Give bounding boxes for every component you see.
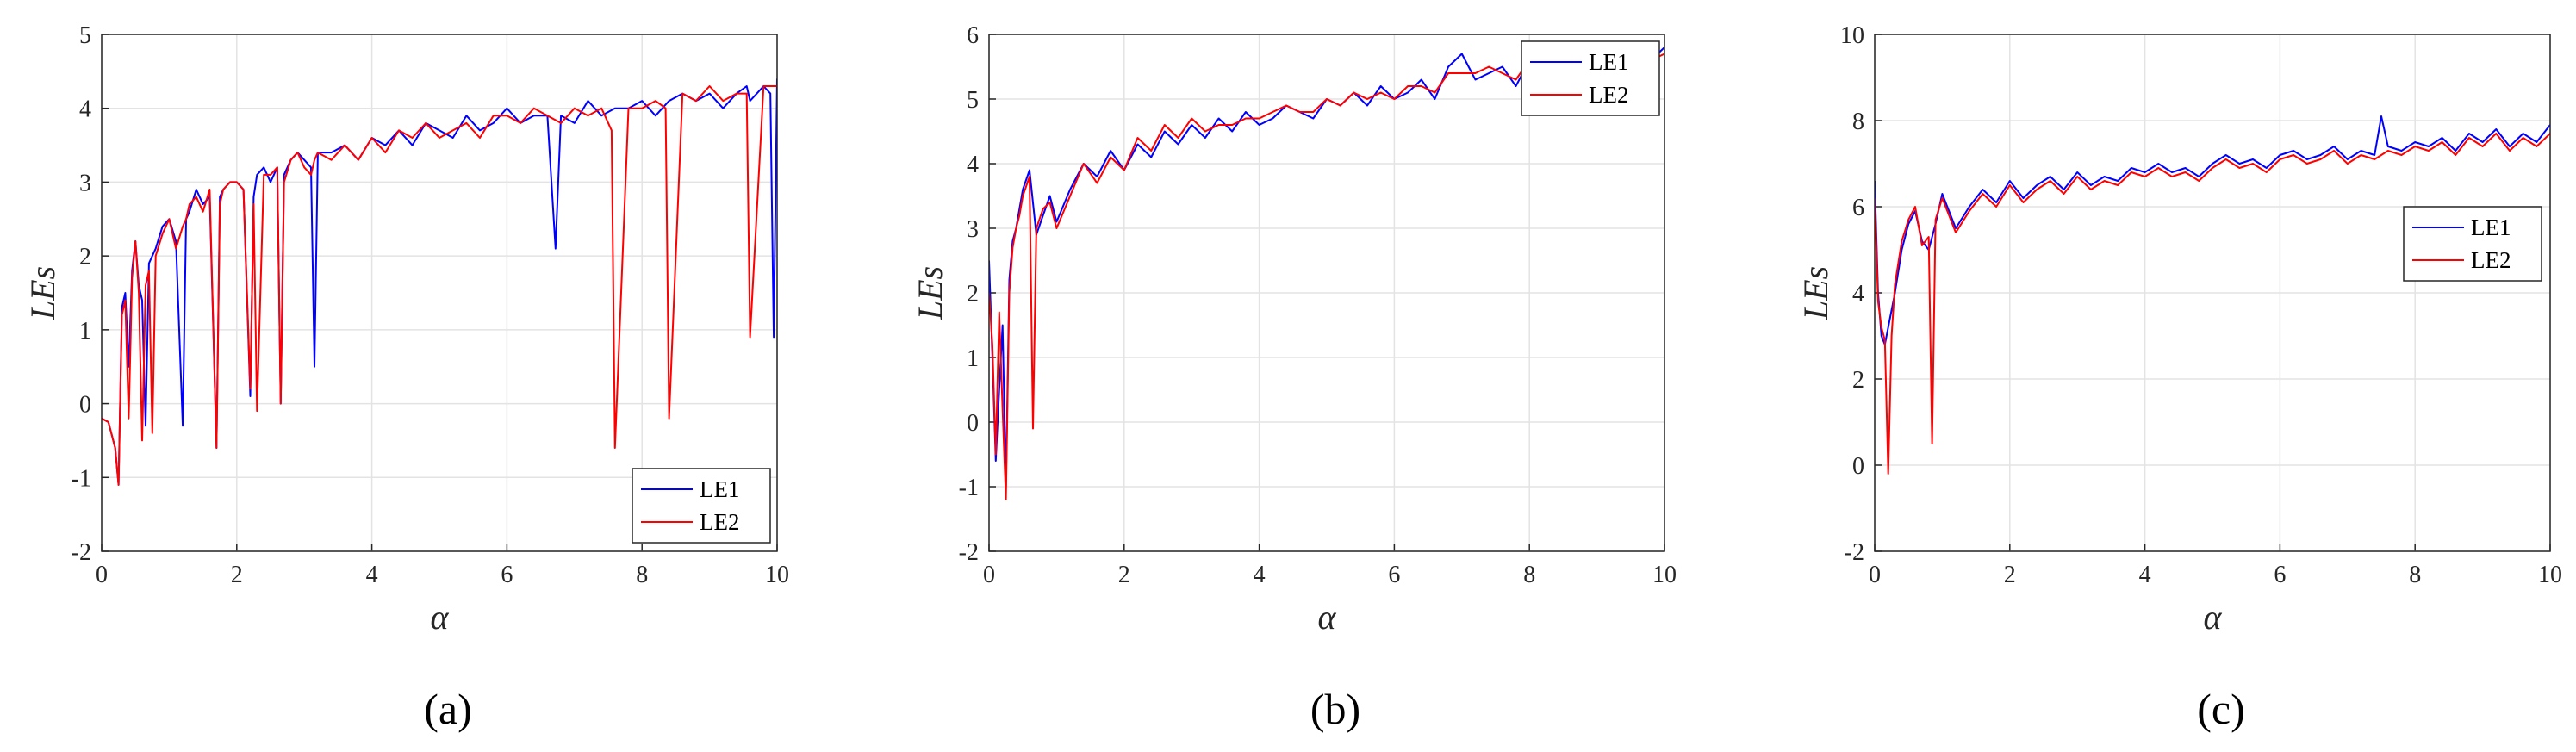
legend-label-le1: LE1 xyxy=(700,476,740,502)
x-tick-label: 2 xyxy=(2004,562,2016,588)
legend-label-le2: LE2 xyxy=(700,509,740,535)
x-tick-label: 4 xyxy=(366,562,378,588)
x-tick-label: 10 xyxy=(2538,562,2562,588)
x-tick-label: 0 xyxy=(96,562,108,588)
y-axis-label: LEs xyxy=(1796,266,1835,320)
y-tick-label: 2 xyxy=(1852,367,1864,394)
x-tick-label: 0 xyxy=(983,562,995,588)
legend-box xyxy=(1521,40,1660,116)
y-tick-label: 5 xyxy=(967,87,979,114)
y-tick-label: -2 xyxy=(72,539,91,566)
axes-box xyxy=(1874,34,2551,552)
panel-caption: (c) xyxy=(2197,685,2245,733)
series-line-le2 xyxy=(102,85,777,486)
y-tick-label: 4 xyxy=(967,152,979,178)
x-tick-label: 8 xyxy=(1523,562,1535,588)
x-tick-label: 4 xyxy=(1254,562,1266,588)
x-axis-label: α xyxy=(2204,598,2223,637)
axes-box xyxy=(988,34,1665,552)
legend-label-le2: LE2 xyxy=(2471,247,2511,273)
y-tick-label: 1 xyxy=(967,345,979,372)
series-line-le1 xyxy=(1875,115,2550,345)
x-tick-label: 2 xyxy=(1118,562,1130,588)
panel-caption: (b) xyxy=(1310,685,1360,733)
series-line-le2 xyxy=(1875,133,2550,475)
y-tick-label: -2 xyxy=(959,539,979,566)
legend-box xyxy=(2403,206,2542,282)
x-tick-label: 8 xyxy=(2409,562,2421,588)
y-tick-label: 1 xyxy=(79,318,91,345)
x-tick-label: 10 xyxy=(765,562,789,588)
y-tick-label: 6 xyxy=(967,22,979,49)
y-axis-label: LEs xyxy=(911,266,949,320)
x-axis-label: α xyxy=(1318,598,1337,637)
legend-label-le1: LE1 xyxy=(1589,49,1629,75)
x-tick-label: 6 xyxy=(501,562,513,588)
panel-caption: (a) xyxy=(424,685,472,733)
x-tick-label: 6 xyxy=(2274,562,2286,588)
y-tick-label: 4 xyxy=(1852,281,1864,308)
x-axis-label: α xyxy=(431,598,450,637)
y-tick-label: -2 xyxy=(1845,539,1864,566)
legend-label-le2: LE2 xyxy=(1589,82,1629,108)
y-tick-label: -1 xyxy=(72,465,91,492)
x-tick-label: 0 xyxy=(1869,562,1881,588)
y-tick-label: 3 xyxy=(967,216,979,243)
y-tick-label: 0 xyxy=(967,410,979,437)
x-tick-label: 4 xyxy=(2139,562,2151,588)
y-tick-label: 5 xyxy=(79,22,91,49)
legend-label-le1: LE1 xyxy=(2471,214,2511,240)
y-tick-label: 10 xyxy=(1840,22,1864,49)
y-tick-label: 6 xyxy=(1852,195,1864,221)
x-tick-label: 10 xyxy=(1652,562,1677,588)
y-axis-label: LEs xyxy=(23,266,62,320)
x-tick-label: 2 xyxy=(231,562,243,588)
y-tick-label: 2 xyxy=(79,244,91,270)
plot-area xyxy=(102,34,777,551)
y-tick-label: -1 xyxy=(959,475,979,501)
y-tick-label: 3 xyxy=(79,170,91,196)
y-tick-label: 8 xyxy=(1852,109,1864,135)
x-tick-label: 8 xyxy=(636,562,648,588)
x-tick-label: 6 xyxy=(1388,562,1400,588)
y-tick-label: 0 xyxy=(79,392,91,419)
y-tick-label: 4 xyxy=(79,96,91,123)
axes-box xyxy=(101,34,778,552)
y-tick-label: 0 xyxy=(1852,453,1864,480)
legend-box xyxy=(632,468,771,544)
y-tick-label: 2 xyxy=(967,281,979,308)
